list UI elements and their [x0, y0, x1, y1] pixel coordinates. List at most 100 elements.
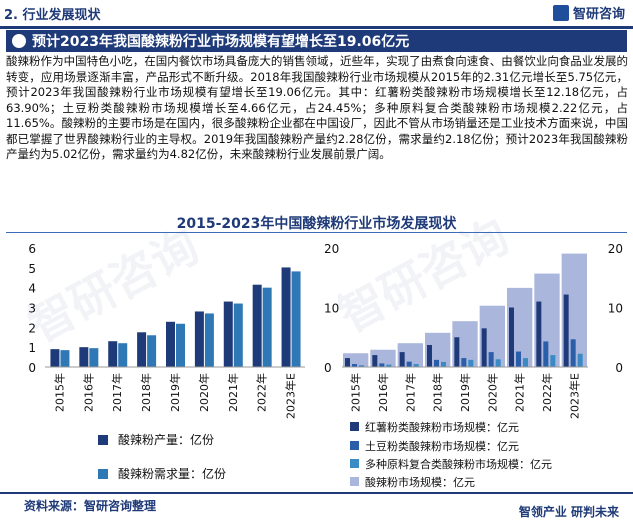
- bar-demand: [176, 323, 185, 367]
- y-tick-label-right: 0: [615, 361, 623, 375]
- bar-demand: [89, 348, 99, 367]
- x-tick-label: 2021年: [513, 373, 527, 412]
- bar-production: [50, 349, 60, 367]
- legend-label: 酸辣粉需求量：亿份: [118, 466, 226, 481]
- bar-potato: [434, 359, 439, 367]
- bar-composite: [550, 355, 556, 367]
- y-tick-label: 0: [28, 361, 36, 375]
- bar-potato: [516, 351, 521, 367]
- brand-name: 智研咨询: [572, 7, 625, 22]
- x-tick-label: 2020年: [197, 373, 211, 412]
- x-tick-label: 2023年E: [284, 373, 298, 419]
- y-tick-label-left: 0: [324, 361, 332, 375]
- bar-composite: [359, 365, 364, 367]
- y-tick-label: 3: [28, 302, 36, 316]
- legend-swatch: [98, 469, 108, 479]
- body-paragraph: 酸辣粉作为中国特色小吃，在国内餐饮市场具备庞大的销售领域，近些年，实现了由煮食向…: [6, 54, 628, 161]
- x-tick-label: 2015年: [349, 373, 363, 412]
- legend-swatch: [350, 459, 359, 468]
- x-tick-label: 2021年: [226, 373, 240, 412]
- chart-heading: 2015-2023年中国酸辣粉行业市场发展现状: [176, 216, 457, 232]
- bullet-icon: [12, 34, 26, 48]
- x-tick-label: 2016年: [376, 373, 390, 412]
- bar-sweet-potato: [345, 358, 350, 367]
- bar-potato: [406, 361, 412, 367]
- legend-label: 多种原料复合类酸辣粉市场规模：亿元: [365, 457, 552, 471]
- y-tick-label: 1: [28, 341, 36, 355]
- legend-swatch: [350, 422, 359, 431]
- bar-sweet-potato: [399, 352, 405, 367]
- x-tick-label: 2015年: [52, 373, 66, 412]
- bar-potato: [461, 358, 467, 367]
- x-tick-label: 2022年: [255, 373, 269, 412]
- bar-production: [281, 267, 291, 367]
- divider: [6, 232, 627, 233]
- x-tick-label: 2017年: [110, 373, 124, 412]
- left-chart: 0 1 2 3 4 5 6 2015年 2016年 2017年 2018年 2019年 2020年 202…: [28, 242, 305, 481]
- bar-production: [137, 332, 147, 367]
- bar-composite: [495, 359, 501, 367]
- bar-composite: [577, 353, 583, 367]
- y-tick-label-right: 20: [608, 242, 623, 256]
- bar-production: [223, 301, 233, 367]
- bar-potato: [379, 363, 385, 367]
- y-tick-label: 4: [28, 282, 36, 296]
- bar-production: [79, 347, 89, 367]
- bar-potato: [570, 339, 576, 367]
- bar-demand: [118, 343, 128, 367]
- page-title: 预计2023年我国酸辣粉行业市场规模有望增长至19.06亿元: [32, 34, 410, 50]
- bar-potato: [488, 352, 494, 367]
- brand-logo: 智研咨询: [552, 3, 625, 22]
- right-chart: 0 0 10 10 20 20 2015年 2016年 2017年 2018年 2019年 2020年…: [324, 242, 623, 489]
- y-tick-label-left: 10: [324, 302, 339, 316]
- bar-sweet-potato: [536, 301, 542, 367]
- bar-sweet-potato: [454, 337, 460, 367]
- logo-icon: [552, 4, 569, 21]
- x-tick-label: 2016年: [81, 373, 95, 412]
- y-tick-label: 5: [28, 262, 36, 276]
- bar-sweet-potato: [372, 355, 378, 367]
- bar-potato: [543, 341, 549, 367]
- legend-swatch: [350, 441, 359, 450]
- bar-composite: [386, 364, 392, 367]
- legend-label: 酸辣粉市场规模：亿元: [365, 475, 475, 489]
- bar-potato: [352, 364, 357, 367]
- bar-demand: [262, 287, 272, 367]
- legend-label: 红薯粉类酸辣粉市场规模：亿元: [365, 420, 519, 434]
- x-tick-label: 2019年: [458, 373, 472, 412]
- section-label: 2. 行业发展现状: [4, 8, 101, 23]
- bar-composite: [413, 364, 419, 367]
- bar-sweet-potato: [509, 307, 514, 367]
- legend-swatch: [98, 435, 108, 445]
- x-tick-label: 2022年: [540, 373, 554, 412]
- bar-composite: [441, 361, 446, 367]
- x-tick-label: 2019年: [168, 373, 182, 412]
- bar-demand: [60, 350, 70, 367]
- y-tick-label-right: 10: [608, 302, 623, 316]
- x-tick-label: 2017年: [403, 373, 417, 412]
- y-tick-label: 6: [28, 242, 36, 256]
- bar-sweet-potato: [481, 328, 487, 367]
- legend-swatch: [350, 477, 359, 486]
- bar-production: [252, 284, 262, 367]
- bar-production: [108, 341, 118, 367]
- bar-composite: [468, 359, 474, 367]
- bar-demand: [233, 303, 243, 367]
- footer-brand: 智领产业 研判未来: [518, 505, 619, 519]
- bar-sweet-potato: [427, 344, 432, 367]
- y-tick-label: 2: [28, 321, 36, 335]
- top-bar: 2. 行业发展现状 智研咨询: [0, 0, 633, 29]
- source-note: 资料来源：智研咨询整理: [24, 499, 157, 513]
- x-tick-label: 2018年: [139, 373, 153, 412]
- bar-production: [166, 321, 175, 367]
- bar-sweet-potato: [563, 294, 569, 367]
- legend-label: 土豆粉类酸辣粉市场规模：亿元: [365, 439, 519, 453]
- bar-demand: [291, 271, 301, 367]
- x-tick-label: 2018年: [431, 373, 445, 412]
- legend-label: 酸辣粉产量：亿份: [118, 432, 214, 447]
- bar-production: [194, 311, 204, 367]
- x-tick-label: 2023年E: [567, 373, 581, 419]
- x-tick-label: 2020年: [485, 373, 499, 412]
- y-tick-label-left: 20: [324, 242, 339, 256]
- bar-demand: [147, 335, 157, 367]
